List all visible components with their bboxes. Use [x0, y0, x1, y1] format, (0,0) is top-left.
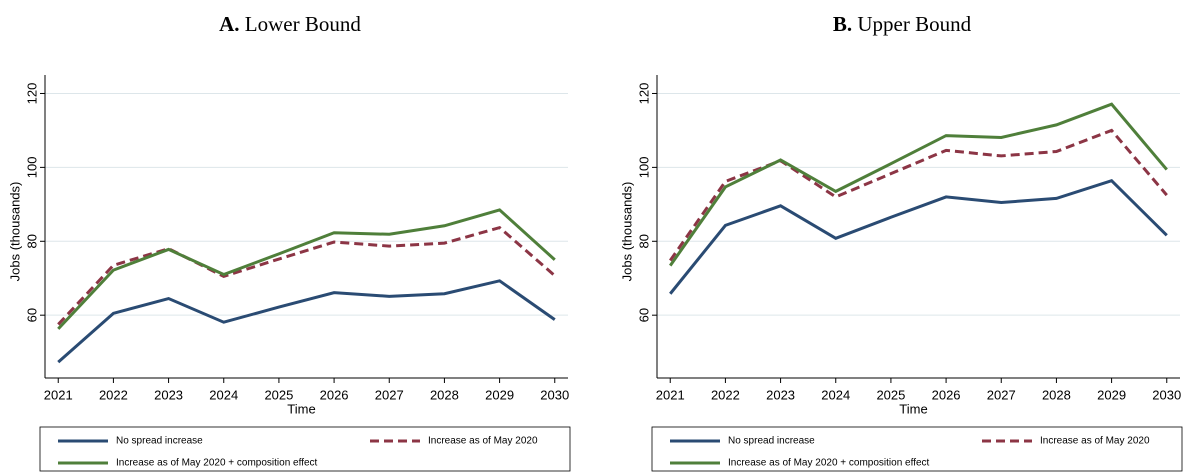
x-tick-label: 2025: [876, 387, 905, 402]
x-tick-label: 2022: [99, 387, 128, 402]
data-line: [57, 225, 556, 326]
x-tick-label: 2021: [44, 387, 73, 402]
y-axis-label: Jobs (thousands): [7, 182, 22, 282]
data-line: [669, 178, 1168, 295]
x-tick-label: 2026: [320, 387, 349, 402]
x-tick-label: 2024: [209, 387, 238, 402]
x-axis-label: Time: [899, 401, 927, 416]
x-tick-label: 2021: [656, 387, 685, 402]
x-tick-label: 2025: [264, 387, 293, 402]
x-tick-label: 2028: [1042, 387, 1071, 402]
x-tick-label: 2028: [430, 387, 459, 402]
x-axis-label: Time: [287, 401, 315, 416]
y-tick-label: 120: [636, 83, 651, 105]
title-text: Upper Bound: [857, 12, 971, 36]
legend-label: No spread increase: [116, 436, 203, 447]
panel-title: B. Upper Bound: [833, 12, 972, 36]
title-text: Lower Bound: [245, 12, 362, 36]
y-tick-label: 100: [24, 157, 39, 179]
x-tick-label: 2030: [1152, 387, 1181, 402]
x-tick-label: 2023: [154, 387, 183, 402]
y-tick-label: 80: [636, 234, 651, 248]
data-line: [669, 128, 1168, 262]
data-line: [669, 102, 1168, 267]
y-tick-label: 80: [24, 234, 39, 248]
legend-label: Increase as of May 2020: [428, 436, 538, 447]
x-tick-label: 2027: [987, 387, 1016, 402]
panel: B. Upper Bound 60 80 100 120 2021 2022 2023 2024…: [619, 12, 1183, 472]
legend-box: [651, 426, 1183, 472]
data-line: [57, 279, 556, 364]
x-tick-label: 2023: [766, 387, 795, 402]
x-tick-label: 2026: [932, 387, 961, 402]
y-tick-label: 60: [636, 308, 651, 322]
legend-label: Increase as of May 2020: [1040, 436, 1150, 447]
legend-label: No spread increase: [728, 436, 815, 447]
legend-box: [39, 426, 571, 472]
legend-label: Increase as of May 2020 + composition ef…: [116, 458, 318, 469]
y-tick-label: 100: [636, 157, 651, 179]
data-line: [57, 208, 556, 330]
x-tick-label: 2022: [711, 387, 740, 402]
y-axis-label: Jobs (thousands): [619, 182, 634, 282]
legend-label: Increase as of May 2020 + composition ef…: [728, 458, 930, 469]
panel-label: B.: [833, 12, 852, 36]
panel: A. Lower Bound 60 80 100 120 2021 2022 2023 2024…: [7, 12, 571, 472]
x-tick-label: 2024: [821, 387, 850, 402]
panel-label: A.: [219, 12, 239, 36]
y-tick-label: 120: [24, 83, 39, 105]
panel-title: A. Lower Bound: [219, 12, 361, 36]
x-tick-label: 2027: [375, 387, 404, 402]
y-tick-label: 60: [24, 308, 39, 322]
x-tick-label: 2029: [485, 387, 514, 402]
x-tick-label: 2030: [540, 387, 569, 402]
x-tick-label: 2029: [1097, 387, 1126, 402]
